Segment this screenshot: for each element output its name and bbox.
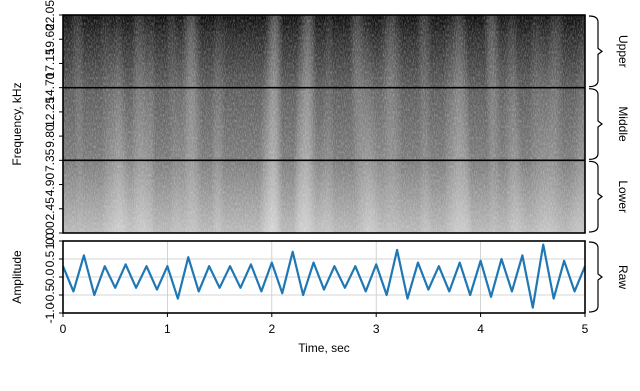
band-label: Upper bbox=[616, 35, 630, 68]
x-tick-label: 1 bbox=[164, 322, 171, 336]
y-tick-label: 9.80 bbox=[43, 124, 57, 148]
x-tick-label: 4 bbox=[477, 322, 484, 336]
y-tick-label: 12.25 bbox=[43, 97, 57, 127]
band-bracket bbox=[588, 88, 603, 160]
y-tick-label: 14.70 bbox=[43, 72, 57, 102]
spectrogram-image bbox=[63, 15, 585, 233]
band-bracket bbox=[588, 241, 603, 313]
band-bracket bbox=[588, 160, 603, 233]
x-tick-label: 3 bbox=[373, 322, 380, 336]
y-tick-label: 0.00 bbox=[43, 221, 57, 245]
y-axis-label: Frequency, kHz bbox=[10, 82, 24, 165]
y-tick-label: 17.15 bbox=[43, 48, 57, 78]
x-axis-label: Time, sec bbox=[298, 341, 350, 355]
band-label: Lower bbox=[616, 180, 630, 213]
y-tick-label: 1.0 bbox=[43, 232, 57, 249]
y-tick-label: 4.90 bbox=[43, 173, 57, 197]
y-tick-label: 19.60 bbox=[43, 24, 57, 54]
plot-frame bbox=[62, 14, 586, 234]
y-tick-label: -1.0 bbox=[43, 302, 57, 323]
x-tick-label: 5 bbox=[582, 322, 589, 336]
x-tick-label: 0 bbox=[60, 322, 67, 336]
y-tick-label: -0.5 bbox=[43, 284, 57, 305]
x-tick-label: 2 bbox=[268, 322, 275, 336]
y-tick-label: 0.0 bbox=[43, 268, 57, 285]
band-bracket bbox=[588, 15, 603, 88]
y-tick-label: 7.35 bbox=[43, 148, 57, 172]
y-tick-label: 22.05 bbox=[43, 0, 57, 30]
y-tick-label: 0.5 bbox=[43, 250, 57, 267]
y-axis-label: Amplitude bbox=[10, 250, 24, 304]
y-tick-label: 2.45 bbox=[43, 197, 57, 221]
band-label: Middle bbox=[616, 106, 630, 142]
waveform-line bbox=[61, 243, 587, 309]
band-label: Raw bbox=[616, 265, 630, 289]
